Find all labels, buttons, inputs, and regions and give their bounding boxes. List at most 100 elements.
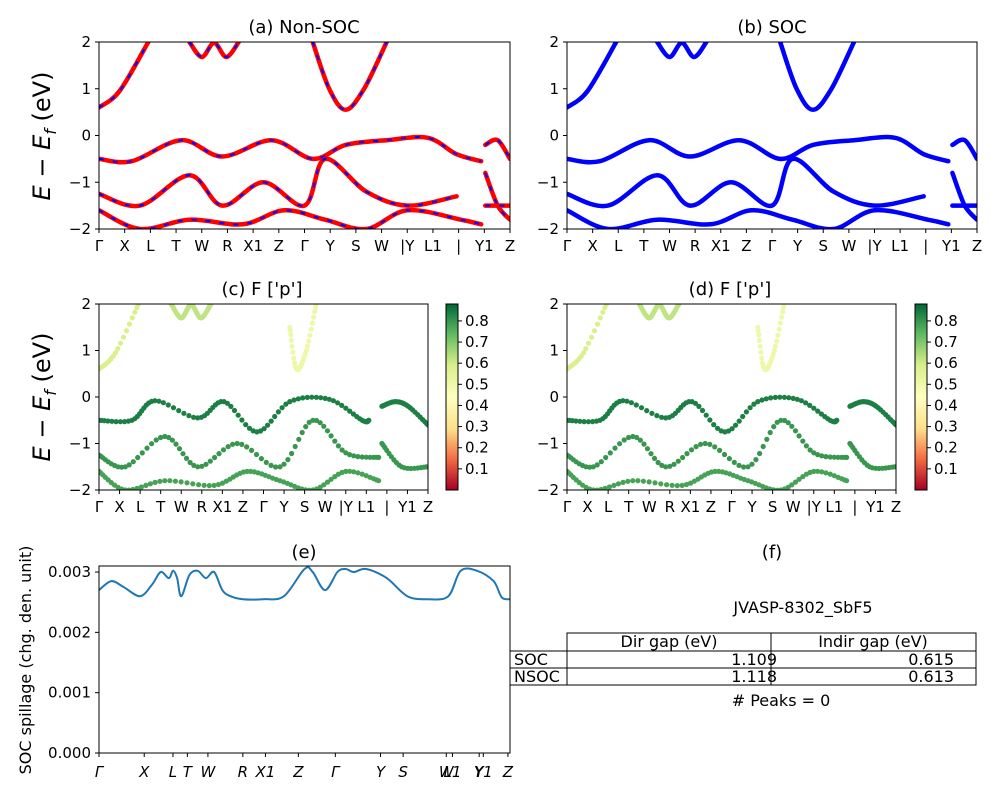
band-point	[324, 428, 331, 434]
band-point	[321, 423, 327, 429]
band-point	[176, 408, 182, 414]
band-point	[664, 482, 670, 488]
band-point	[640, 478, 647, 484]
band-point	[893, 464, 896, 470]
panel-e-xtick-label: L1	[444, 763, 462, 781]
band-point	[115, 346, 121, 352]
band-line-6	[950, 170, 977, 222]
panel-b-xtick-label: |	[923, 237, 928, 255]
panel-b-xtick-label: W	[841, 237, 856, 255]
band-point	[606, 484, 613, 490]
panel-c-xtick-label: X	[114, 498, 124, 516]
colorbar-tick-label: 0.8	[465, 312, 489, 330]
band-point	[167, 478, 173, 484]
band-point	[823, 454, 829, 460]
panel-d-xtick-label: W	[786, 498, 801, 516]
band-point	[655, 459, 661, 466]
colorbar-tick-label: 0.7	[465, 333, 489, 351]
band-point	[772, 394, 778, 400]
panel-c-xtick-label: S	[300, 498, 310, 516]
band-point	[781, 394, 788, 400]
panel-a-xtick-label: Γ	[300, 237, 309, 255]
band-point	[693, 444, 699, 450]
band-point	[676, 304, 682, 307]
band-point	[731, 459, 737, 465]
band-point	[143, 482, 149, 488]
panel-f-title: (f)	[762, 542, 782, 563]
band-point	[815, 452, 821, 458]
band-point	[273, 464, 279, 470]
band-point	[635, 478, 641, 484]
band-point	[376, 478, 382, 484]
panel-d-ytick-label: 1	[549, 342, 559, 360]
panel-d-ytick-label: −2	[537, 481, 559, 499]
band-line-0	[99, 42, 151, 110]
band-point	[811, 468, 817, 474]
panel-c-xticks: Γ X L T W R X1 Z Γ Y S W |Y L1 | Y1 Z	[95, 490, 433, 516]
band-point	[268, 418, 274, 424]
band-point	[306, 338, 312, 344]
band-point	[292, 443, 298, 450]
band-point	[749, 461, 755, 467]
band-point	[707, 417, 713, 423]
band-point	[800, 438, 806, 444]
panel-d-xtick-label: Z	[891, 498, 901, 516]
band-point	[786, 395, 792, 401]
panel-c-yticks: 2 1 0 −1 −2	[69, 295, 99, 499]
band-point	[585, 419, 592, 425]
band-line-2	[310, 42, 389, 113]
panel-d: (d) F ['p'] 210−1−2 Γ X L T W R X1 Z Γ Y S W |Y L1 | Y1…	[537, 279, 958, 516]
band-point	[638, 405, 645, 411]
band-point	[253, 451, 260, 458]
band-point	[775, 332, 781, 338]
panel-c-xtick-label: L1	[357, 498, 375, 516]
band-point	[312, 309, 318, 315]
panel-a-xtick-label: R	[222, 237, 232, 255]
band-point	[674, 483, 680, 489]
band-line-dash-7	[484, 138, 510, 160]
band-point	[126, 487, 132, 490]
panel-c-xtick-label: L	[136, 498, 145, 516]
band-point	[347, 452, 353, 458]
panel-a-xtick-label: T	[170, 237, 181, 255]
panel-a-xtick-label: L	[146, 237, 155, 255]
panel-b-xtick-label: L1	[891, 237, 909, 255]
band-point	[288, 332, 294, 338]
band-point	[602, 485, 608, 490]
panel-e-ytick-label: 0.002	[48, 623, 91, 641]
panel-e-xticks: Γ X L T W R X1 Z Γ Y S WL1 YY1 Z	[95, 753, 514, 781]
panel-b-xticks: Γ X L T W R X1 Z Γ Y S W |Y L1 | Y1 Z	[563, 229, 982, 255]
band-point	[318, 395, 324, 401]
band-point	[747, 405, 753, 411]
panel-a-ytick-label: −1	[69, 173, 91, 191]
band-point	[807, 402, 813, 408]
band-point	[644, 446, 651, 452]
panel-e-xtick-label: L	[169, 763, 177, 781]
band-point	[717, 447, 723, 453]
band-point	[743, 409, 750, 415]
band-point	[644, 408, 650, 414]
panel-c-ytick-label: −2	[69, 481, 91, 499]
panel-c-xtick-label: R	[197, 498, 207, 516]
band-point	[612, 445, 618, 451]
panel-d-xtick-label: |Y	[807, 498, 822, 516]
band-point	[244, 444, 250, 450]
panel-c-ytick-label: 1	[81, 342, 91, 360]
band-point	[594, 462, 600, 468]
colorbar-tick-label: 0.7	[934, 333, 958, 351]
panel-c-xtick-label: Y1	[397, 498, 417, 516]
band-point	[764, 436, 770, 442]
band-point	[679, 482, 685, 488]
band-point	[272, 413, 278, 420]
band-point	[313, 394, 319, 400]
panel-d-xtick-label: X1	[680, 498, 700, 516]
band-point	[321, 482, 327, 488]
band-line-3	[567, 134, 951, 165]
panel-d-xtick-label: Z	[706, 498, 716, 516]
colorbar-tick-label: 0.4	[465, 396, 489, 414]
band-point	[263, 459, 269, 465]
band-point	[590, 487, 596, 490]
band-point	[299, 429, 305, 436]
band-line-6	[483, 170, 510, 222]
